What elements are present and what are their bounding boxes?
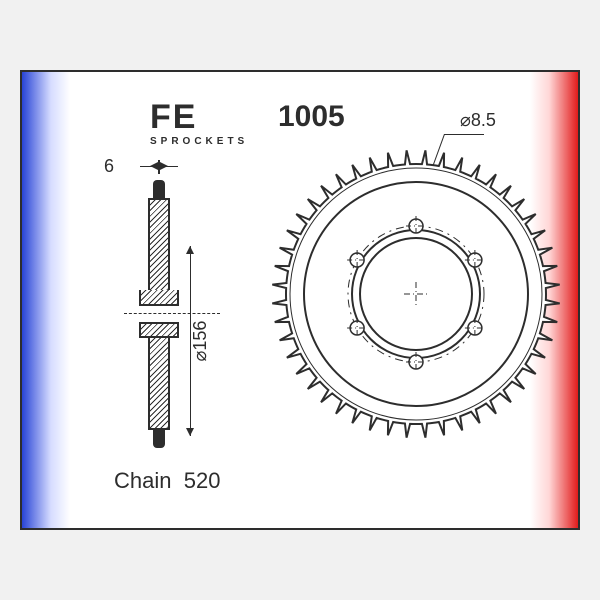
brand-logo-text: FE bbox=[150, 100, 248, 134]
bolt-hole-diameter-label: ⌀8.5 bbox=[460, 110, 496, 131]
sprocket-side-section: 6 ⌀156 bbox=[84, 156, 214, 466]
drawing-frame: FE SPROCKETS 1005 ⌀8.5 ⌀136 6 bbox=[20, 70, 580, 530]
sprocket-svg-icon bbox=[272, 150, 560, 438]
part-number: 1005 bbox=[278, 100, 345, 134]
bore-dimension: ⌀156 bbox=[186, 246, 230, 436]
brand-logo: FE SPROCKETS bbox=[150, 100, 248, 147]
thickness-label: 6 bbox=[104, 156, 114, 177]
thickness-dimension-bar bbox=[140, 156, 178, 176]
bore-diameter-label: ⌀156 bbox=[190, 321, 211, 362]
chain-label: Chain 520 bbox=[114, 468, 220, 494]
drawing-content: FE SPROCKETS 1005 ⌀8.5 ⌀136 6 bbox=[30, 80, 570, 520]
sprocket-front-view bbox=[272, 150, 560, 438]
cross-section-icon bbox=[148, 180, 170, 448]
brand-logo-sub: SPROCKETS bbox=[150, 136, 248, 147]
